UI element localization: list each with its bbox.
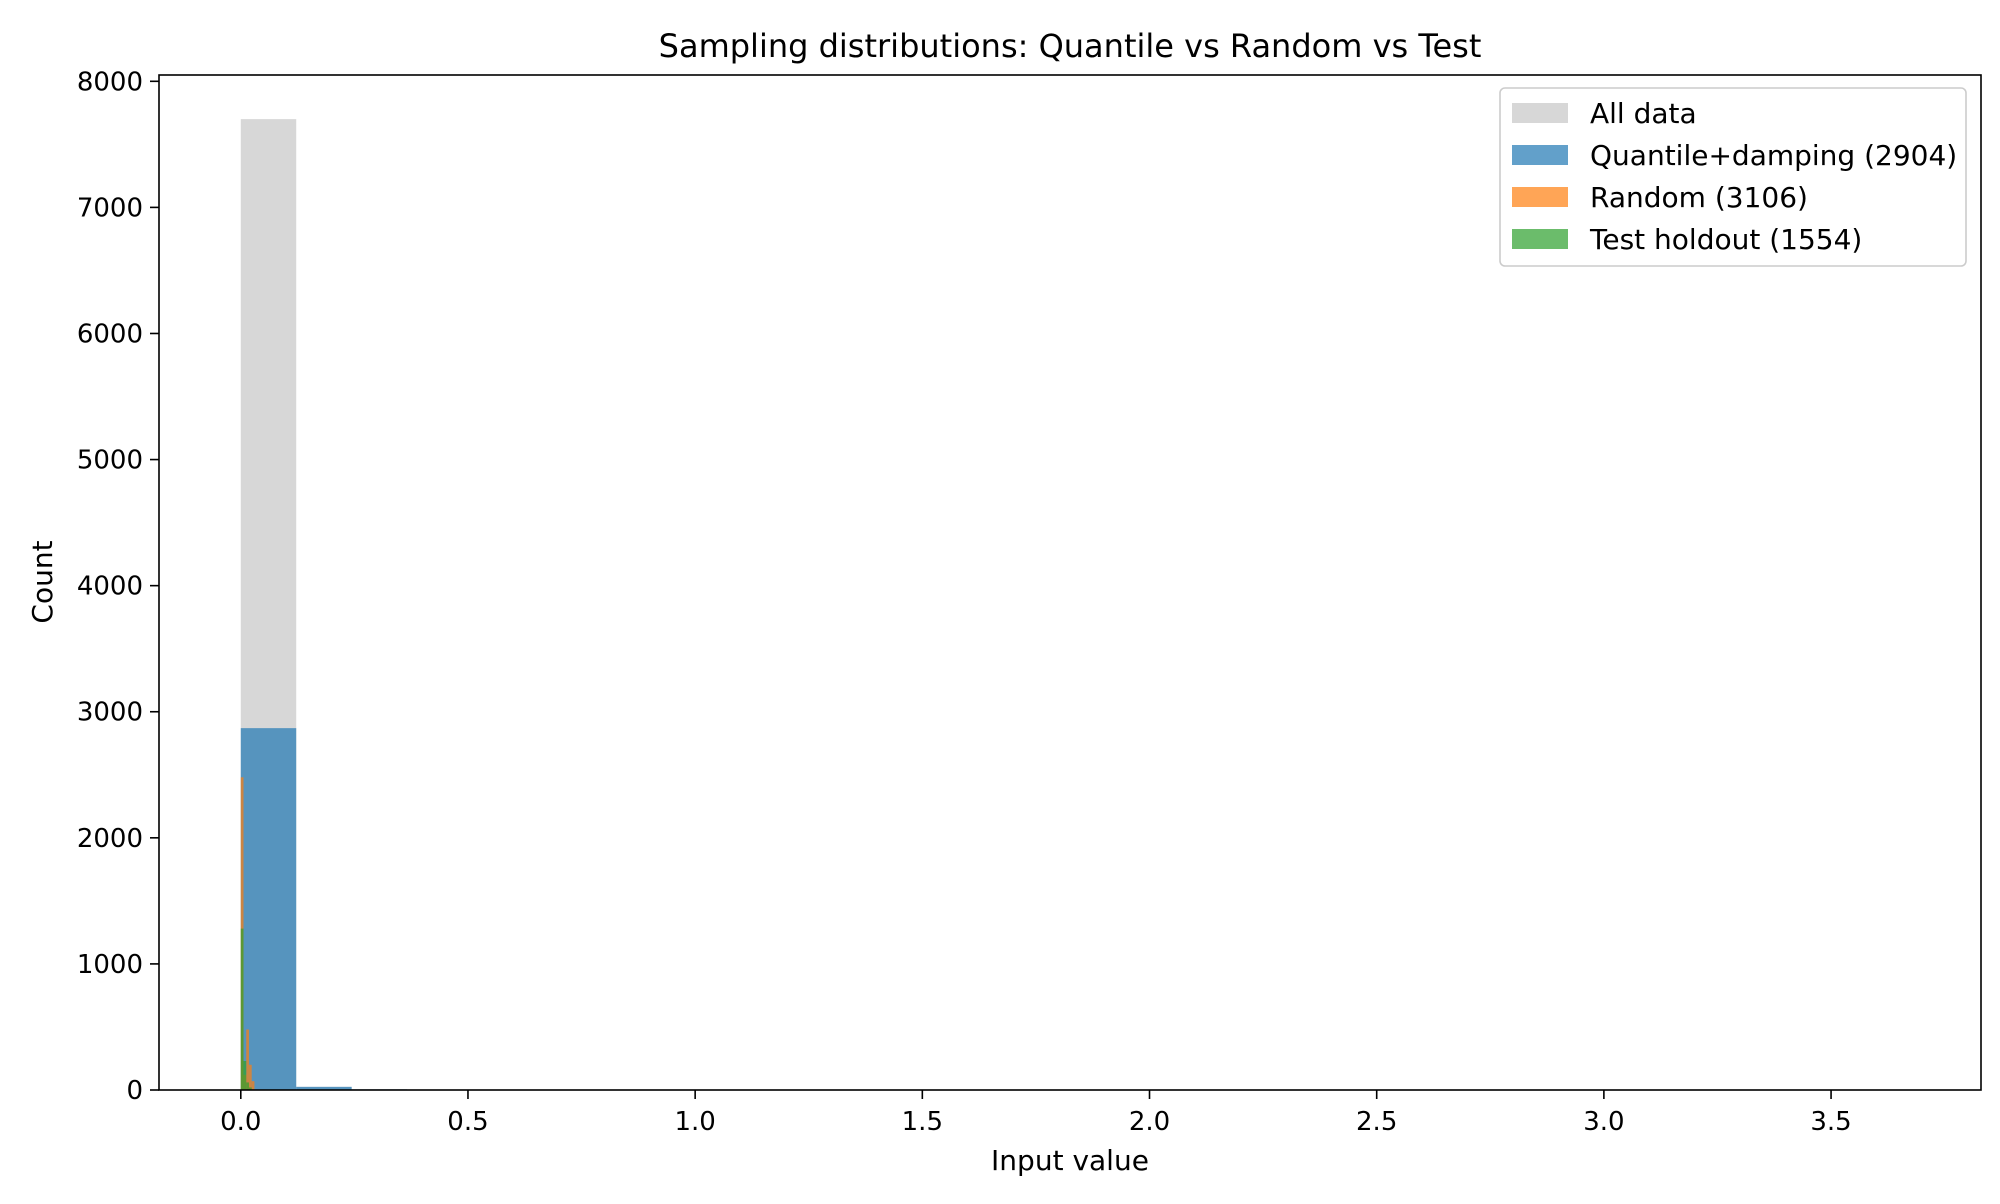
histogram-bar-series-1-bin-0 xyxy=(240,728,297,1090)
x-tick-label: 0.5 xyxy=(447,1107,488,1137)
x-tick-label: 0.0 xyxy=(220,1107,261,1137)
bars-layer xyxy=(240,119,408,1090)
chart-title: Sampling distributions: Quantile vs Rand… xyxy=(659,27,1482,65)
legend: All data Quantile+damping (2904) Random (3… xyxy=(1499,87,1967,267)
x-axis: 0.0 0.5 1.0 1.5 2.0 2.5 3.0 3.5 xyxy=(220,1090,1852,1137)
legend-swatch xyxy=(1512,145,1568,165)
x-tick-label: 3.0 xyxy=(1583,1107,1624,1137)
x-axis-label: Input value xyxy=(991,1144,1149,1177)
histogram-bar-series-3-bin-1 xyxy=(243,1061,247,1090)
histogram-bar-series-2-bin-4 xyxy=(251,1081,255,1090)
y-axis: 0 1000 2000 3000 4000 5000 6000 7000 8000 xyxy=(77,67,159,1106)
histogram-bar-series-2-bin-3 xyxy=(248,1064,252,1090)
y-tick-label: 8000 xyxy=(77,67,143,97)
y-tick-label: 4000 xyxy=(77,572,143,602)
y-tick-label: 3000 xyxy=(77,698,143,728)
x-tick-label: 2.0 xyxy=(1129,1107,1170,1137)
legend-swatch xyxy=(1512,187,1568,207)
legend-entry-label: Random (3106) xyxy=(1590,181,1808,214)
y-tick-label: 2000 xyxy=(77,824,143,854)
x-tick-label: 1.0 xyxy=(674,1107,715,1137)
y-tick-label: 0 xyxy=(126,1076,143,1106)
histogram-bar-series-2-bin-2 xyxy=(246,1029,249,1090)
legend-entry-label: All data xyxy=(1590,97,1697,130)
histogram-bar-series-3-bin-2 xyxy=(246,1082,249,1090)
histogram-bar-series-3-bin-3 xyxy=(248,1087,252,1090)
plot-frame xyxy=(158,74,1982,1091)
y-tick-label: 5000 xyxy=(77,446,143,476)
y-axis-label: Count xyxy=(26,540,59,623)
x-tick-label: 2.5 xyxy=(1356,1107,1397,1137)
y-tick-label: 1000 xyxy=(77,950,143,980)
y-tick-label: 7000 xyxy=(77,193,143,223)
x-tick-label: 3.5 xyxy=(1810,1107,1851,1137)
legend-swatch xyxy=(1512,103,1568,123)
legend-swatch xyxy=(1512,229,1568,249)
legend-entry-label: Test holdout (1554) xyxy=(1589,223,1862,256)
legend-box xyxy=(1499,87,1967,267)
histogram-bar-series-3-bin-0 xyxy=(240,928,244,1090)
histogram-bar-series-1-bin-1 xyxy=(296,1086,352,1090)
x-tick-label: 1.5 xyxy=(902,1107,943,1137)
legend-entry-label: Quantile+damping (2904) xyxy=(1590,139,1957,172)
y-tick-label: 6000 xyxy=(77,319,143,349)
